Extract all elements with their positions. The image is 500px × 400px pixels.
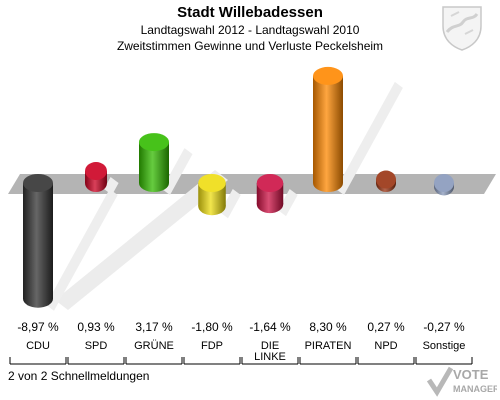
category-label: FDP xyxy=(201,340,223,352)
value-label: 0,27 % xyxy=(367,320,405,334)
bar-bottom-cap xyxy=(198,197,226,216)
chart-title: Stadt Willebadessen xyxy=(177,4,323,21)
baseline-band xyxy=(8,174,496,194)
value-label: -8,97 % xyxy=(17,320,59,334)
bar-bottom-cap xyxy=(139,174,169,192)
bar-shadow xyxy=(278,189,298,217)
bar xyxy=(139,133,169,192)
bar xyxy=(256,174,284,214)
bar-top-cap xyxy=(434,174,454,192)
bar-shadow xyxy=(336,81,403,195)
bar xyxy=(434,174,454,196)
bar xyxy=(376,170,396,192)
bar-shadow xyxy=(162,148,193,195)
bar xyxy=(198,174,226,216)
bar-body xyxy=(23,183,53,299)
coat-of-arms-icon xyxy=(442,6,482,51)
votemanager-logo: VOTE MANAGER xyxy=(426,366,497,397)
category-label: GRÜNE xyxy=(134,340,174,352)
bar-shadow xyxy=(46,189,118,311)
checkmark-icon xyxy=(426,366,454,397)
bar-bottom-cap xyxy=(23,289,53,308)
svg-text:VOTE: VOTE xyxy=(453,367,489,382)
svg-text:MANAGER: MANAGER xyxy=(453,384,497,394)
bar-top-cap xyxy=(256,174,284,192)
category-label: NPD xyxy=(374,340,397,352)
bar-top-cap xyxy=(85,162,107,181)
value-label: 0,93 % xyxy=(77,320,115,334)
category-label: Sonstige xyxy=(423,340,466,352)
bar-top-cap xyxy=(313,66,343,85)
value-label: -1,80 % xyxy=(191,320,233,334)
category-label: CDU xyxy=(26,340,50,352)
value-label: -1,64 % xyxy=(249,320,291,334)
category-label: LINKE xyxy=(254,351,286,363)
bar-top-cap xyxy=(139,133,169,152)
value-label: 8,30 % xyxy=(309,320,347,334)
bar-body xyxy=(313,75,343,183)
bar xyxy=(313,66,343,192)
bar-shadow xyxy=(104,177,119,195)
value-label: -0,27 % xyxy=(423,320,465,334)
shadow-decoration xyxy=(55,170,228,310)
bar-bottom-cap xyxy=(313,174,343,192)
bar-shadow xyxy=(220,189,241,219)
bar-top-cap xyxy=(198,174,226,192)
bar xyxy=(85,162,107,192)
footer-text: 2 von 2 Schnellmeldungen xyxy=(8,369,150,383)
category-label: DIE xyxy=(261,340,279,352)
bar xyxy=(23,174,53,308)
chart-subtitle-2: Zweitstimmen Gewinne und Verluste Peckel… xyxy=(116,39,384,53)
category-label: SPD xyxy=(85,340,108,352)
category-label: PIRATEN xyxy=(305,340,352,352)
chart-subtitle: Landtagswahl 2012 - Landtagswahl 2010 xyxy=(140,23,360,37)
bar-top-cap xyxy=(23,174,53,192)
bar-top-cap xyxy=(376,170,396,189)
value-label: 3,17 % xyxy=(135,320,173,334)
bar-bottom-cap xyxy=(256,195,284,214)
